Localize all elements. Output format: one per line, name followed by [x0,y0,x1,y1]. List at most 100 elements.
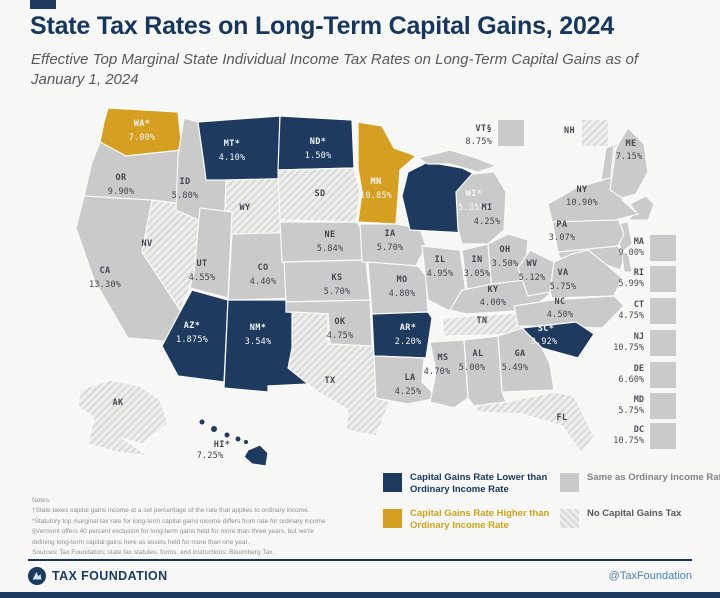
state-value-CO: 4.40% [250,277,277,287]
state-label-SD: SD [314,189,325,199]
page-subtitle: Effective Top Marginal State Individual … [31,51,638,88]
state-value-ND: 1.50% [305,151,332,161]
state-label-NE: NE [324,230,335,240]
state-label-MS: MS [437,353,448,363]
social-handle: @TaxFoundation [608,570,692,582]
state-label-OR: OR [115,173,127,183]
state-value-MT: 4.10% [219,153,246,163]
column-square-NJ [650,330,676,356]
state-shape-MI [455,171,507,245]
state-value-SC: 3.92% [531,337,558,347]
state-value-OR: 9.90% [108,187,135,197]
state-label-ND: ND* [310,137,327,147]
state-label-VT: VT§ [475,124,492,134]
legend-swatch-higher [383,509,402,528]
state-label-LA: LA [404,373,415,383]
state-value-NY: 10.90% [566,198,598,208]
state-value-IN: 3.05% [464,269,491,279]
state-label-NH: NH [564,126,575,136]
state-shape-AR [371,311,433,359]
column-square-DE [650,362,676,388]
legend-swatch-none [560,509,579,528]
state-label-IL: IL [434,255,445,265]
state-label-PA: PA [556,220,567,230]
state-label-OH: OH [499,245,510,255]
state-label-IA: IA [384,229,395,239]
state-label-NM: NM* [250,323,267,333]
state-value-IL: 4.95% [427,269,454,279]
state-label-NV: NV [141,239,152,249]
state-shape-HI [224,432,230,438]
state-label-MN: MN [370,177,381,187]
state-shape-SD [277,167,361,223]
state-label-TN: TN [476,316,487,326]
state-label-UT: UT [196,259,207,269]
state-label-KS: KS [331,273,342,283]
legend-item-none: No Capital Gains Tax [560,508,720,528]
column-row-NJ: NJ 10.75% [550,329,676,357]
state-label-FL: FL [556,413,567,423]
state-label-OK: OK [334,317,346,327]
column-label-MD: MD 5.75% [618,394,644,416]
column-row-DE: DE 6.60% [550,361,676,389]
state-value-ME: 7.15% [616,152,643,162]
column-row-MD: MD 5.75% [550,392,676,420]
state-label-IN: IN [471,255,482,265]
state-value-MO: 4.80% [389,289,416,299]
column-label-NJ: NJ 10.75% [613,331,644,353]
state-label-WI: WI* [466,189,483,199]
state-label-CO: CO [257,263,268,273]
state-label-KY: KY [487,285,499,295]
state-value-MN: 10.85% [360,191,392,201]
column-square-CT [650,298,676,324]
state-label-AL: AL [472,349,483,359]
state-label-WY: WY [239,203,251,213]
footnote-line: Notes: [32,497,51,504]
column-square-MA [650,235,676,261]
state-shape-TX [287,311,391,437]
footnote-line: *Statutory top marginal tax rate for lon… [32,517,326,525]
header-accent-square [30,0,56,9]
state-value-OK: 4.75% [327,331,354,341]
states-layer [75,107,649,467]
column-label-CT: CT 4.75% [618,299,644,321]
state-label-WA: WA* [134,119,151,129]
footnote-line: defining long-term capital gains here as… [32,538,250,546]
state-value-HI: 7.25% [197,451,224,461]
legend-item-higher: Capital Gains Rate Higher than Ordinary … [383,508,560,532]
state-label-HI: HI* [214,440,231,450]
state-label-MI: MI [481,203,492,213]
legend-item-same: Same as Ordinary Income Rate [560,472,720,492]
footer-divider [28,559,692,561]
state-value-KY: 4.00% [480,298,507,308]
footer-brand-lockup: TAX FOUNDATION [28,567,168,585]
state-shape-AK [77,379,169,457]
state-value-NC: 4.50% [547,310,574,320]
state-label-GA: GA [514,349,525,359]
state-value-UT: 4.55% [189,273,216,283]
state-label-AR: AR* [400,323,417,333]
column-square-RI [650,266,676,292]
state-shape-NE [279,221,371,263]
legend-item-lower: Capital Gains Rate Lower than Ordinary I… [383,472,560,496]
state-label-NY: NY [576,185,588,195]
state-value-NM: 3.54% [245,337,272,347]
state-square-VT [498,120,524,146]
state-value-CA: 13.30% [89,280,121,290]
bottom-accent-bar [0,592,720,598]
state-shape-HI [243,444,269,467]
state-labels-layer: WA* 7.00% OR 9.90% CA 13.30% NV ID 5.80% MT* 4.10%… [89,119,642,461]
us-choropleth-map: WA* 7.00% OR 9.90% CA 13.30% NV ID 5.80% MT* 4.10%… [75,107,655,467]
state-label-VA: VA [557,268,568,278]
state-shape-HI [211,426,217,432]
state-value-IA: 5.70% [377,243,404,253]
state-value-WA: 7.00% [129,133,156,143]
state-shape-HI [235,436,241,442]
column-row-CT: CT 4.75% [550,297,676,325]
page-title: State Tax Rates on Long-Term Capital Gai… [30,12,615,40]
state-shape-ME [609,127,649,199]
state-value-VA: 5.75% [550,282,577,292]
column-label-MA: MA 9.00% [618,236,644,258]
state-shape-FL [472,391,595,456]
